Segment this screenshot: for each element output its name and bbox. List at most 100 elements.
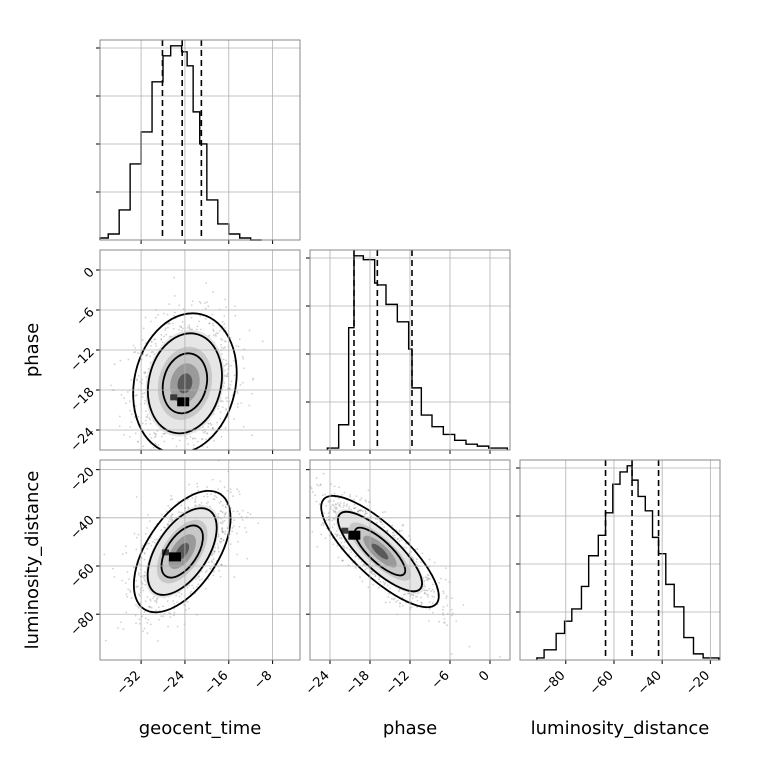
scatter-point xyxy=(336,533,339,536)
scatter-point xyxy=(230,364,233,367)
scatter-point xyxy=(196,325,199,328)
scatter-point xyxy=(226,362,228,365)
scatter-point xyxy=(226,527,229,530)
scatter-point xyxy=(410,606,413,609)
scatter-point xyxy=(424,576,427,578)
scatter-point xyxy=(190,316,193,319)
scatter-point xyxy=(216,332,219,334)
scatter-point xyxy=(174,471,176,473)
scatter-point xyxy=(359,509,362,511)
scatter-point xyxy=(143,574,145,577)
scatter-point xyxy=(445,597,448,600)
scatter-point xyxy=(178,329,180,331)
scatter-point xyxy=(410,600,413,603)
scatter-point xyxy=(364,511,367,513)
histogram-bar xyxy=(632,480,638,660)
scatter-point xyxy=(125,551,128,554)
histogram-luminosity_distance xyxy=(516,460,720,660)
scatter-point xyxy=(134,351,137,353)
scatter-point xyxy=(135,548,138,551)
x-tick-label: −40 xyxy=(635,668,665,698)
scatter-point xyxy=(421,552,424,555)
scatter-point xyxy=(328,518,330,521)
histogram-bar xyxy=(443,434,454,450)
scatter-point xyxy=(178,439,181,442)
scatter-point xyxy=(188,326,191,328)
scatter-point xyxy=(354,566,357,569)
scatter-point xyxy=(428,587,431,590)
scatter-point xyxy=(384,510,387,513)
scatter-point xyxy=(155,433,157,436)
scatter-point xyxy=(174,311,176,314)
histogram-bar xyxy=(606,513,613,660)
scatter-point xyxy=(317,484,320,487)
scatter-point xyxy=(158,609,161,612)
scatter-point xyxy=(242,357,245,360)
scatter-point xyxy=(311,490,314,493)
scatter-point xyxy=(146,353,149,356)
scatter-point xyxy=(202,431,205,434)
scatter-point xyxy=(314,494,317,497)
scatter-point xyxy=(212,330,215,333)
scatter-point xyxy=(209,505,212,508)
scatter-point xyxy=(161,341,164,344)
scatter-point xyxy=(196,577,198,580)
scatter-point xyxy=(128,435,131,438)
histogram-bar xyxy=(581,586,588,660)
scatter-point xyxy=(229,491,232,494)
scatter-point xyxy=(157,640,159,642)
scatter-point xyxy=(386,529,388,532)
scatter-point xyxy=(233,576,236,578)
scatter-point xyxy=(194,500,197,503)
scatter-point xyxy=(372,583,375,586)
y-tick-label: −20 xyxy=(68,465,98,495)
scatter-point xyxy=(229,543,232,546)
scatter-point xyxy=(445,595,448,598)
scatter-point xyxy=(427,577,430,580)
scatter-point xyxy=(196,485,199,488)
scatter-point xyxy=(127,588,130,591)
scatter-point xyxy=(142,353,145,355)
scatter-point xyxy=(204,430,207,433)
scatter-point xyxy=(186,462,188,464)
scatter-point xyxy=(155,601,158,604)
scatter-point xyxy=(217,547,220,550)
scatter-point xyxy=(129,591,132,593)
x-tick-label: −20 xyxy=(683,668,713,698)
scatter-point xyxy=(153,338,156,341)
scatter-point xyxy=(423,592,426,595)
scatter-point xyxy=(149,361,152,364)
scatter-point xyxy=(427,594,430,597)
scatter-point xyxy=(225,340,227,343)
scatter-point xyxy=(130,413,133,415)
scatter-point xyxy=(210,560,213,562)
scatter-point xyxy=(153,599,156,602)
scatter-point xyxy=(153,541,156,544)
scatter-point xyxy=(149,599,152,602)
scatter-point xyxy=(141,378,144,381)
scatter-point xyxy=(416,548,419,550)
scatter-point xyxy=(210,423,213,426)
scatter-point xyxy=(386,529,389,532)
scatter-point xyxy=(208,561,210,564)
scatter-point xyxy=(222,520,224,523)
scatter-point xyxy=(442,608,444,611)
scatter-point xyxy=(219,521,222,524)
scatter-point xyxy=(153,485,155,487)
scatter-point xyxy=(155,598,158,601)
density-geocent_time-luminosity_distance xyxy=(103,460,260,642)
scatter-point xyxy=(150,351,153,354)
histogram-phase xyxy=(306,250,510,450)
scatter-point xyxy=(220,353,223,356)
scatter-point xyxy=(333,518,336,521)
scatter-point xyxy=(138,563,141,566)
scatter-point xyxy=(359,576,361,579)
scatter-point xyxy=(420,601,423,604)
scatter-point xyxy=(167,625,170,628)
scatter-point xyxy=(322,512,325,514)
scatter-point xyxy=(251,378,254,381)
scatter-point xyxy=(206,446,209,449)
scatter-point xyxy=(311,530,314,533)
scatter-point xyxy=(188,327,191,330)
scatter-point xyxy=(220,337,222,340)
